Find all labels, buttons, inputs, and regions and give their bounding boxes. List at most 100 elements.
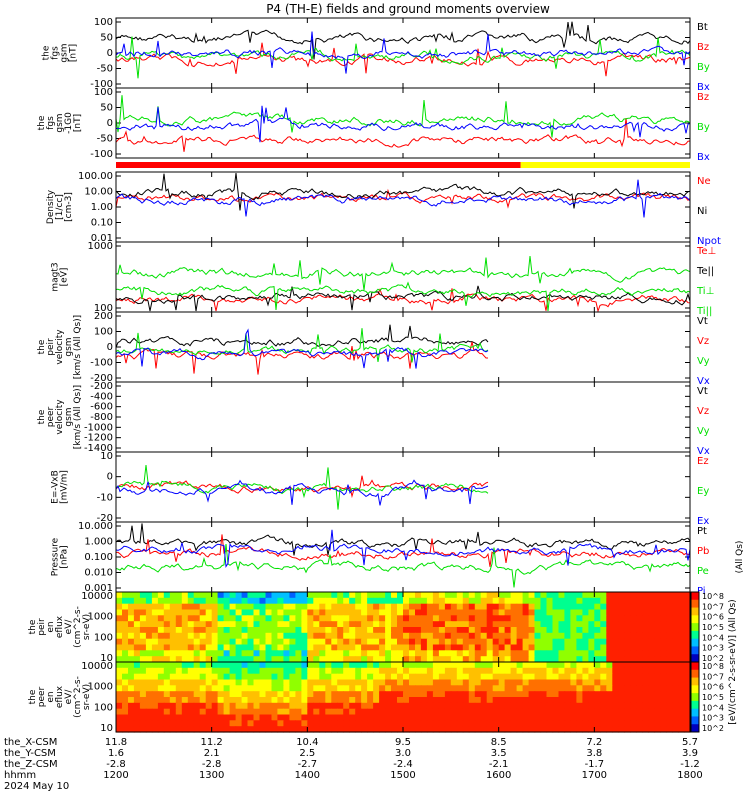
spectro-cell <box>600 685 607 692</box>
spectro-cell <box>139 691 147 698</box>
spectro-cell <box>139 702 147 710</box>
spectro-cell <box>558 615 566 622</box>
spectro-cell <box>343 726 350 733</box>
spectro-cell <box>444 708 452 716</box>
spectro-cell <box>139 667 147 675</box>
spectro-cell <box>510 632 518 640</box>
spectro-cell <box>528 621 536 628</box>
spectro-cell <box>128 708 135 716</box>
spectro-cell <box>175 656 183 663</box>
spectro-cell <box>217 592 225 599</box>
spectro-cell <box>247 621 255 628</box>
spectro-cell <box>522 708 530 716</box>
spectro-cell <box>642 662 649 669</box>
spectro-cell <box>546 650 554 657</box>
spectro-cell <box>307 592 314 599</box>
legend-fgs_dsl-0: Bz <box>697 92 709 103</box>
spectro-cell <box>606 726 613 733</box>
spectro-cell <box>361 644 368 651</box>
spectro-cell <box>588 714 595 721</box>
spectro-cell <box>331 673 338 681</box>
spectro-cell <box>139 656 147 663</box>
spectro-cell <box>600 644 607 651</box>
spectro-cell <box>588 627 595 634</box>
spectro-cell <box>373 615 380 622</box>
spectro-cell <box>307 726 314 733</box>
xaxis-tick-2-6: -1.2 <box>680 759 700 770</box>
spectro-cell <box>169 592 177 599</box>
spectro-cell <box>151 638 159 646</box>
spectro-cell <box>588 592 595 599</box>
spectro-cell <box>606 609 613 616</box>
frame-peir_vel <box>115 311 691 383</box>
spectro-cell <box>462 603 470 611</box>
spectro-cell <box>570 673 577 681</box>
spectro-cell <box>175 650 183 657</box>
spectro-cell <box>349 603 356 611</box>
spectro-cell <box>128 615 135 622</box>
spectro-cell <box>462 662 470 669</box>
spectro-cell <box>211 644 219 651</box>
spectro-cell <box>684 592 691 599</box>
legend-efield-1: Ey <box>697 486 709 497</box>
spectro-cell <box>420 726 428 733</box>
spectro-cell <box>265 632 273 640</box>
spectro-cell <box>283 662 290 669</box>
spectro-cell <box>331 714 338 721</box>
spectro-cell <box>684 720 691 727</box>
spectro-cell <box>576 662 583 669</box>
ytick-peir_eflux-1: 1000 <box>88 612 113 623</box>
spectro-cell <box>420 679 428 686</box>
spectro-cell <box>504 702 512 710</box>
spectro-cell <box>528 708 536 716</box>
ylabel-pressure-0: Pressure <box>51 537 61 576</box>
spectro-cell <box>223 691 231 698</box>
spectro-cell <box>187 679 195 686</box>
spectro-cell <box>588 673 595 681</box>
spectro-cell <box>672 691 679 698</box>
spectro-cell <box>223 708 231 716</box>
spectro-cell <box>612 644 619 651</box>
spectro-cell <box>606 603 613 611</box>
spectro-cell <box>552 650 560 657</box>
spectro-cell <box>492 720 500 727</box>
colorbar-swatch <box>691 685 699 694</box>
spectro-cell <box>277 615 284 622</box>
spectro-cell <box>187 627 195 634</box>
spectro-cell <box>295 691 302 698</box>
spectro-cell <box>187 720 195 727</box>
spectro-cell <box>355 697 362 704</box>
spectro-cell <box>241 621 249 628</box>
spectro-cell <box>193 609 201 616</box>
spectro-cell <box>672 592 679 599</box>
spectro-cell <box>678 691 685 698</box>
legend-efield-2: Ex <box>697 516 709 527</box>
spectro-cell <box>217 726 225 733</box>
ylabel-peir_eflux-1: peir <box>37 618 47 636</box>
spectro-cell <box>229 592 237 599</box>
spectro-cell <box>337 638 344 646</box>
spectro-cell <box>331 621 338 628</box>
spectro-cell <box>337 650 344 657</box>
spectro-cell <box>133 644 141 651</box>
spectro-cell <box>415 702 422 710</box>
spectro-cell <box>558 644 566 651</box>
spectro-cell <box>151 726 159 733</box>
spectro-cell <box>468 726 476 733</box>
spectro-cell <box>139 685 147 692</box>
spectro-cell <box>534 702 542 710</box>
spectro-cell <box>534 708 542 716</box>
spectro-cell <box>432 702 440 710</box>
spectro-cell <box>498 592 506 599</box>
spectro-cell <box>528 720 536 727</box>
spectro-cell <box>444 720 452 727</box>
spectro-cell <box>474 656 482 663</box>
spectro-cell <box>139 720 147 727</box>
spectro-cell <box>426 679 434 686</box>
spectro-cell <box>624 662 631 669</box>
spectro-cell <box>128 691 135 698</box>
spectro-cell <box>187 603 195 611</box>
spectro-cell <box>235 627 243 634</box>
spectro-cell <box>361 627 368 634</box>
